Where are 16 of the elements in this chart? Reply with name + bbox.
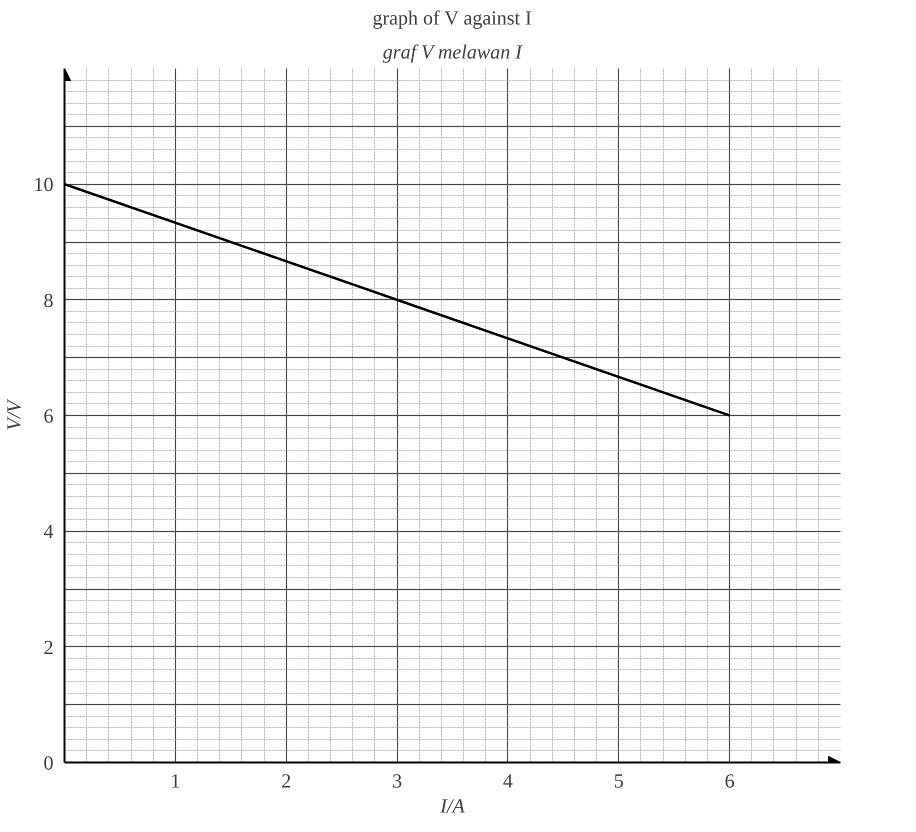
x-tick-label: 6 [724, 770, 735, 792]
x-tick-label: 5 [614, 770, 624, 792]
y-tick-label: 8 [44, 290, 54, 312]
y-tick-label: 2 [44, 636, 54, 659]
y-axis-title: V/V [4, 398, 26, 430]
y-tick-label: 10 [34, 174, 54, 196]
x-tick-label: 1 [170, 770, 180, 792]
x-axis-title: I/A [439, 796, 466, 818]
chart-title: graph of V against I [372, 8, 532, 30]
y-tick-label: 4 [44, 521, 54, 544]
x-tick-label: 3 [392, 770, 402, 792]
y-tick-label: 0 [44, 752, 54, 774]
x-tick-label: 2 [281, 770, 292, 792]
x-tick-label: 4 [502, 770, 513, 792]
chart-subtitle: graf V melawan I [382, 42, 524, 64]
y-tick-label: 6 [44, 406, 54, 428]
